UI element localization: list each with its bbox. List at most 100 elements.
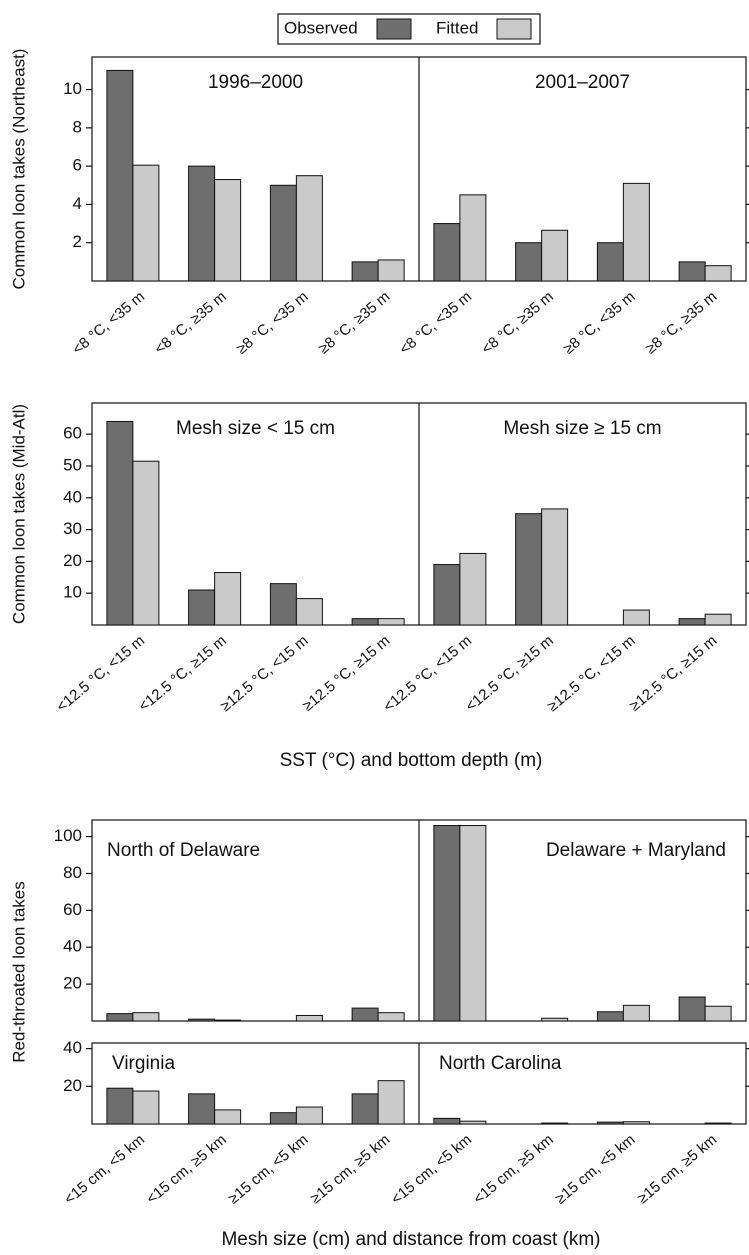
x-tick-label: <15 cm, ≥5 km — [470, 1131, 557, 1207]
x-tick-label: ≥12.5 °C, <15 m — [217, 632, 311, 715]
bar — [622, 182, 650, 282]
bar — [132, 460, 160, 626]
y-tick-label: 20 — [63, 551, 82, 570]
x-tick-label: ≥8 °C, ≥35 m — [642, 288, 720, 357]
bar — [541, 229, 569, 282]
panel-title: 1996–2000 — [208, 72, 303, 93]
legend-box — [277, 13, 541, 45]
y-axis-label: Red-throated loon takes — [9, 881, 28, 1062]
x-tick-label: <12.5 °C, <15 m — [380, 632, 475, 715]
bar — [188, 589, 216, 626]
y-tick-label: 30 — [63, 519, 82, 538]
bar — [295, 598, 323, 626]
bar — [295, 1014, 323, 1022]
panel-title: North of Delaware — [107, 840, 260, 861]
bar — [106, 1087, 134, 1125]
x-tick-label: ≥12.5 °C, ≥15 m — [626, 632, 720, 715]
x-axis-label: SST (°C) and bottom depth (m) — [280, 750, 543, 771]
bar — [433, 1117, 461, 1125]
y-tick-label: 40 — [63, 937, 82, 956]
y-tick-label: 20 — [63, 974, 82, 993]
legend-swatch — [496, 18, 532, 40]
x-tick-label: ≥8 °C, ≥35 m — [315, 288, 393, 357]
x-tick-label: <8 °C, ≥35 m — [151, 288, 229, 358]
y-tick-label: 60 — [63, 424, 82, 443]
panel-title: Virginia — [112, 1053, 175, 1074]
bar — [704, 613, 732, 626]
bar — [351, 618, 379, 626]
bar — [704, 1005, 732, 1022]
bar — [622, 609, 650, 626]
bar — [295, 1106, 323, 1125]
bar — [704, 1122, 732, 1125]
x-tick-label: ≥15 cm, <5 km — [225, 1131, 312, 1207]
y-tick-label: 40 — [63, 487, 82, 506]
y-tick-label: 80 — [63, 863, 82, 882]
bar — [106, 1013, 134, 1022]
bar — [214, 1019, 242, 1022]
x-tick-label: <12.5 °C, ≥15 m — [462, 632, 556, 715]
legend-swatch — [376, 18, 412, 40]
x-tick-label: <12.5 °C, <15 m — [53, 632, 148, 715]
bar — [214, 572, 242, 626]
x-tick-label: <12.5 °C, ≥15 m — [135, 632, 229, 715]
x-tick-label: ≥15 cm, <5 km — [552, 1131, 639, 1207]
bar — [433, 564, 461, 626]
bar — [269, 1112, 297, 1125]
bar — [515, 242, 543, 282]
y-tick-label: 4 — [73, 194, 82, 213]
bar — [377, 618, 405, 626]
panel-title: Mesh size ≥ 15 cm — [503, 418, 661, 439]
bar — [433, 825, 461, 1022]
bar — [596, 242, 624, 282]
bar — [214, 179, 242, 282]
bar — [541, 1017, 569, 1022]
x-tick-label: ≥12.5 °C, <15 m — [544, 632, 638, 715]
bar — [214, 1109, 242, 1125]
bar — [132, 164, 160, 282]
y-tick-label: 2 — [73, 232, 82, 251]
x-tick-label: <8 °C, <35 m — [396, 288, 475, 358]
panel-title: North Carolina — [439, 1053, 562, 1074]
y-tick-label: 10 — [63, 79, 82, 98]
x-tick-label: ≥8 °C, <35 m — [233, 288, 311, 358]
bar — [377, 1080, 405, 1125]
x-tick-label: ≥15 cm, ≥5 km — [634, 1131, 720, 1207]
x-tick-label: <15 cm, <5 km — [388, 1131, 475, 1208]
y-tick-label: 100 — [54, 826, 82, 845]
bar — [704, 265, 732, 282]
bar — [377, 1012, 405, 1022]
bar — [295, 175, 323, 282]
bar — [106, 420, 134, 626]
y-tick-label: 6 — [73, 156, 82, 175]
bar — [351, 1007, 379, 1022]
x-tick-label: <15 cm, <5 km — [61, 1131, 148, 1208]
y-axis-label: Common loon takes (Mid-Atl) — [9, 404, 28, 624]
y-tick-label: 20 — [63, 1076, 82, 1095]
x-tick-label: <8 °C, ≥35 m — [478, 288, 556, 358]
bar — [433, 223, 461, 282]
bar — [188, 1093, 216, 1125]
bar — [596, 1121, 624, 1125]
bar — [106, 69, 134, 282]
y-axis-label: Common loon takes (Northeast) — [9, 49, 28, 290]
bar — [132, 1012, 160, 1022]
panel-title: 2001–2007 — [535, 72, 630, 93]
y-tick-label: 40 — [63, 1038, 82, 1057]
bar — [459, 552, 487, 626]
panel-title: Delaware + Maryland — [546, 840, 726, 861]
bar — [459, 825, 487, 1022]
y-tick-label: 60 — [63, 900, 82, 919]
bar — [351, 1093, 379, 1125]
x-tick-label: <15 cm, ≥5 km — [143, 1131, 230, 1207]
bar — [515, 513, 543, 626]
bar — [132, 1090, 160, 1125]
bar — [678, 996, 706, 1022]
y-tick-label: 8 — [73, 117, 82, 136]
bar — [188, 165, 216, 282]
bar — [188, 1018, 216, 1022]
x-tick-label: ≥15 cm, ≥5 km — [307, 1131, 393, 1207]
bar — [269, 583, 297, 626]
